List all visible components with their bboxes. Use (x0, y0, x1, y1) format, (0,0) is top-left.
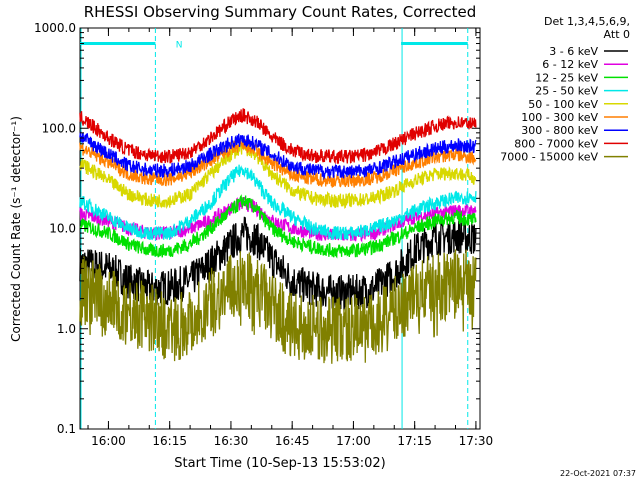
x-tick-label: 16:15 (152, 434, 187, 448)
series-line-800-7000-kev (79, 108, 477, 165)
chart-title: RHESSI Observing Summary Count Rates, Co… (84, 3, 477, 21)
series-line-3-6-kev (79, 216, 477, 311)
x-tick-label: 17:00 (336, 434, 371, 448)
y-tick-label: 1000.0 (34, 21, 76, 35)
series-line-12-25-kev (79, 194, 477, 259)
x-tick-label: 16:00 (91, 434, 126, 448)
series-line-50-100-kev (79, 139, 477, 210)
series-layer (79, 108, 477, 364)
x-tick-label: 17:15 (397, 434, 432, 448)
y-tick-label: 0.1 (57, 422, 76, 436)
x-axis-label: Start Time (10-Sep-13 15:53:02) (174, 456, 385, 471)
y-tick-label: 1.0 (57, 322, 76, 336)
legend-label: 300 - 800 keV (521, 124, 598, 137)
legend-label: 100 - 300 keV (521, 111, 598, 124)
legend-header-line-2: Att 0 (604, 28, 630, 41)
legend-header-line-1: Det 1,3,4,5,6,9, (544, 15, 630, 28)
legend-label: 50 - 100 keV (528, 98, 598, 111)
y-axis-label: Corrected Count Rate (s⁻¹ detector⁻¹) (9, 116, 23, 342)
generation-timestamp: 22-Oct-2021 07:37 (560, 469, 636, 478)
y-tick-label: 100.0 (42, 121, 76, 135)
x-tick-label: 17:30 (459, 434, 494, 448)
night-label: N (176, 41, 183, 51)
legend-label: 3 - 6 keV (549, 45, 598, 58)
legend-label: 12 - 25 keV (535, 71, 598, 84)
axis-layer: 16:00 16:15 16:30 16:45 17:00 17:15 17:30 0.1 1.… (34, 21, 493, 448)
series-line-300-800-kev (79, 131, 477, 181)
x-tick-label: 16:45 (275, 434, 310, 448)
x-tick-label: 16:30 (214, 434, 249, 448)
legend-label: 25 - 50 keV (535, 85, 598, 98)
y-tick-label: 10.0 (49, 222, 76, 236)
series-line-7000-15000-kev (79, 249, 477, 364)
series-line-25-50-kev (79, 164, 477, 241)
legend-label: 800 - 7000 keV (514, 137, 598, 150)
legend-label: 7000 - 15000 keV (500, 151, 598, 164)
legend-label: 6 - 12 keV (542, 58, 598, 71)
